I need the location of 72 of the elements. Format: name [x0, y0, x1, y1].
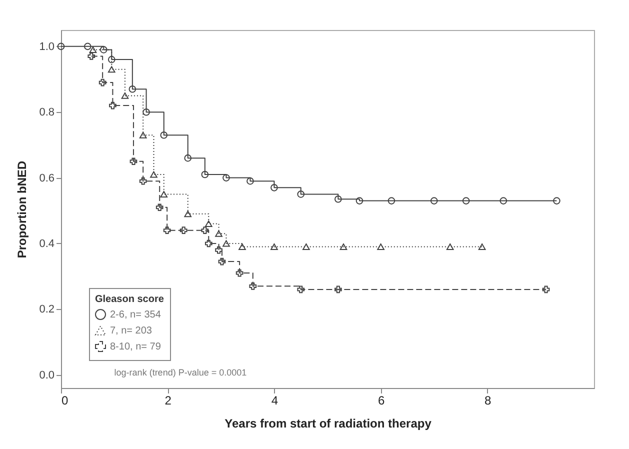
point: [88, 52, 96, 60]
point: [542, 286, 550, 294]
legend-label: 2-6, n= 354: [110, 310, 162, 320]
point: [160, 131, 168, 139]
point: [121, 92, 129, 99]
point: [130, 158, 138, 166]
point: [334, 195, 342, 203]
point: [297, 286, 305, 294]
annotation: log-rank (trend) P-value = 0.0001: [114, 367, 247, 378]
y-axis-title: Proportion bNED: [15, 160, 30, 258]
point: [553, 197, 560, 204]
point: [160, 190, 168, 198]
point: [98, 78, 106, 86]
y-tick-label: 1.0: [39, 40, 54, 53]
point: [222, 174, 230, 182]
point: [108, 56, 116, 64]
legend-label: 7, n= 203: [110, 326, 152, 336]
point: [446, 244, 454, 250]
point: [139, 132, 147, 138]
point: [462, 197, 470, 204]
point: [356, 197, 364, 204]
point: [150, 171, 158, 178]
legend-title: Gleason score: [95, 294, 164, 305]
point: [156, 204, 164, 212]
y-tick-label: 0.2: [39, 304, 54, 316]
point: [270, 244, 278, 250]
point: [142, 108, 150, 116]
point: [184, 210, 192, 218]
x-tick-label: 4: [271, 394, 278, 408]
point: [500, 197, 508, 204]
point: [388, 197, 396, 204]
point: [57, 42, 65, 50]
point: [302, 244, 310, 250]
y-tick-label: 0.0: [39, 369, 54, 382]
x-axis-title: Years from start of radiation therapy: [224, 416, 432, 430]
point: [139, 177, 147, 185]
point: [340, 244, 348, 250]
point: [215, 246, 222, 254]
point: [128, 85, 136, 93]
point: [108, 66, 116, 73]
point: [236, 269, 244, 277]
x-tick-label: 8: [484, 394, 492, 408]
point: [215, 230, 222, 237]
point: [218, 258, 226, 266]
point: [270, 184, 278, 192]
y-tick-label: 0.6: [39, 172, 54, 184]
point: [184, 154, 192, 162]
point: [204, 220, 212, 228]
point: [201, 226, 209, 234]
point: [204, 240, 212, 248]
point: [201, 170, 209, 178]
point: [297, 190, 305, 198]
y-tick-label: 0.8: [39, 106, 54, 119]
point: [100, 46, 108, 54]
x-tick-label: 2: [164, 394, 172, 408]
point: [377, 244, 384, 250]
point: [84, 42, 92, 50]
point: [109, 102, 116, 110]
point: [163, 226, 171, 234]
point: [334, 286, 342, 294]
x-tick-label: 0: [62, 394, 68, 408]
y-tick-label: 0.4: [39, 238, 54, 250]
point: [238, 244, 246, 250]
point: [249, 282, 257, 290]
point: [222, 240, 230, 247]
x-tick-label: 6: [378, 394, 385, 408]
point: [478, 244, 486, 250]
point: [430, 197, 438, 204]
legend-label: 8-10, n= 79: [110, 342, 162, 352]
point: [246, 177, 254, 185]
point: [89, 46, 97, 53]
point: [180, 226, 188, 234]
